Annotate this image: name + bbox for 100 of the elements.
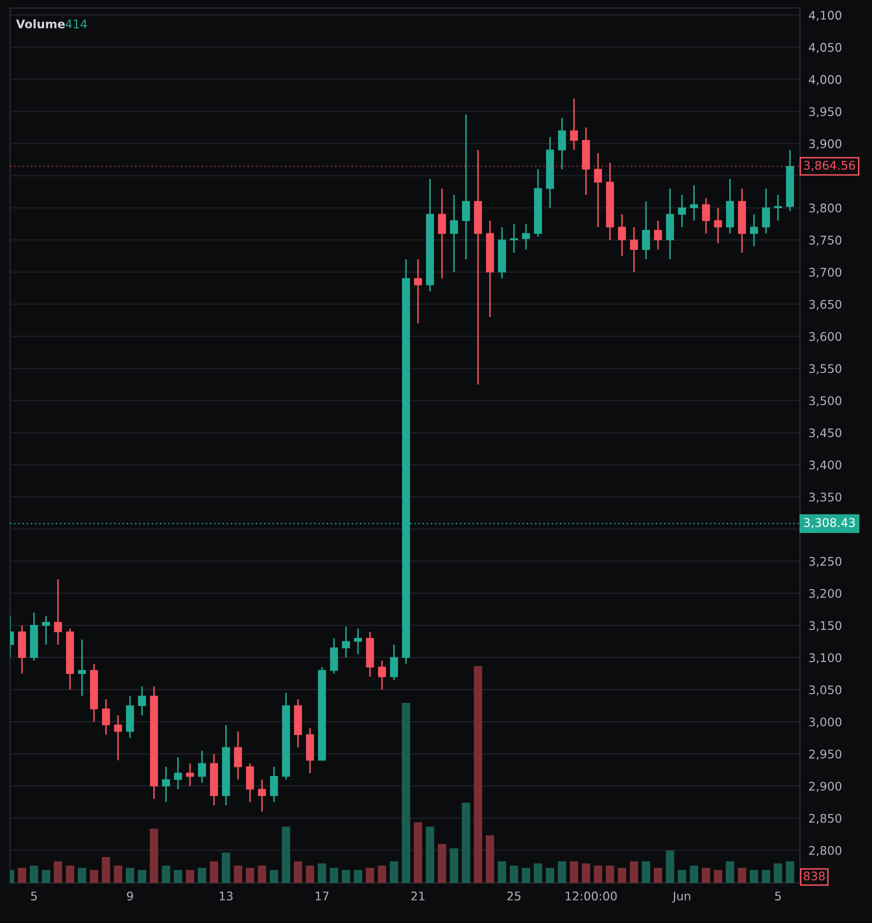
candlestick: [378, 660, 386, 690]
y-tick-label: 3,000: [809, 717, 842, 728]
x-tick-label: 9: [126, 892, 133, 900]
y-tick-label: 3,100: [809, 653, 842, 664]
bar: [198, 868, 206, 883]
candlestick: [570, 98, 578, 151]
bar: [666, 850, 674, 883]
x-tick-label: Jun: [672, 892, 690, 903]
candlestick: [594, 152, 602, 228]
bar: [258, 866, 266, 883]
x-tick-label: 12:00:00: [566, 892, 617, 900]
bar: [318, 863, 326, 883]
y-tick-label: 2,900: [809, 782, 842, 792]
y-tick-label: 4,050: [808, 42, 842, 54]
candlestick: [42, 615, 50, 646]
y-tick-label: 3,350: [809, 492, 842, 503]
bar: [438, 844, 446, 883]
bar: [450, 848, 458, 883]
candlestick: [558, 117, 566, 170]
annotation: 414: [66, 20, 87, 28]
bar: [126, 868, 134, 883]
candlestick: [234, 730, 242, 780]
candlestick: [246, 762, 254, 803]
bar: [786, 861, 794, 883]
candlestick: [78, 638, 86, 697]
candlestick: [774, 194, 782, 222]
bar: [42, 870, 50, 883]
bar: [270, 870, 278, 883]
bar: [426, 826, 434, 883]
candlestick: [462, 114, 470, 260]
bar: [618, 868, 626, 883]
ref-line-label: 3,308.43: [804, 518, 855, 528]
bar: [486, 835, 494, 883]
bar: [762, 870, 770, 883]
bar: [642, 861, 650, 883]
candlestick: [714, 207, 722, 244]
x-tick-label: 5: [31, 892, 37, 900]
y-tick-label: 3,250: [809, 556, 842, 567]
candlestick: [342, 626, 350, 658]
x-tick-label: 17: [316, 892, 328, 900]
candlestick: [114, 714, 122, 761]
candlestick: [54, 578, 62, 646]
bar: [534, 863, 542, 883]
candlestick: [162, 766, 170, 803]
candlestick: [102, 698, 110, 736]
bar: [750, 870, 758, 883]
bar: [390, 861, 398, 883]
candlestick: [354, 628, 362, 655]
bar: [210, 861, 218, 883]
y-tick-label: 3,900: [809, 139, 842, 150]
bar: [174, 870, 182, 883]
bar: [498, 861, 506, 883]
y-tick-label: 3,200: [809, 588, 842, 600]
bar: [234, 866, 242, 883]
bar: [186, 870, 194, 883]
bar: [306, 866, 314, 883]
y-tick-label: 3,500: [809, 396, 842, 406]
candlestick: [198, 750, 206, 784]
y-tick-label: 3,950: [809, 107, 842, 118]
y-tick-label: 3,400: [809, 460, 842, 471]
candlestick: [642, 200, 650, 260]
bar: [30, 866, 38, 883]
bar: [222, 852, 230, 883]
candlestick: [270, 766, 278, 803]
bar: [606, 866, 614, 883]
candlestick: [690, 184, 698, 222]
x-tick-label: 13: [220, 892, 233, 900]
candlestick: [186, 762, 194, 787]
bar: [66, 866, 74, 883]
y-tick-label: 3,600: [809, 332, 842, 342]
candlestick: [390, 644, 398, 681]
x-tick-label: 5: [775, 892, 781, 900]
bar: [510, 866, 518, 883]
candlestick: [174, 756, 182, 790]
candlestick: [630, 226, 638, 273]
bar: [102, 856, 110, 883]
bar: [18, 868, 26, 883]
bar: [654, 868, 662, 883]
y-tick-label: 3,450: [809, 428, 842, 439]
bar: [702, 868, 710, 883]
bar: [378, 866, 386, 883]
bar: [738, 868, 746, 883]
y-tick-label: 2,800: [809, 846, 842, 856]
bar: [114, 866, 122, 883]
text: 838: [804, 871, 825, 880]
x-tick-label: 21: [411, 892, 424, 900]
ref-line-label: 3,864.56: [804, 160, 855, 171]
bar: [522, 868, 530, 883]
bar: [726, 861, 734, 883]
bar: [330, 868, 338, 883]
bar: [678, 870, 686, 883]
candlestick: [678, 194, 686, 228]
y-tick-label: 2,850: [809, 814, 842, 824]
bar: [774, 863, 782, 883]
bar: [246, 868, 254, 883]
y-tick-label: 3,150: [809, 621, 842, 632]
bar: [366, 868, 374, 883]
candlestick: [618, 214, 626, 257]
candlestick: [762, 188, 770, 234]
y-tick-label: 3,750: [809, 236, 842, 246]
